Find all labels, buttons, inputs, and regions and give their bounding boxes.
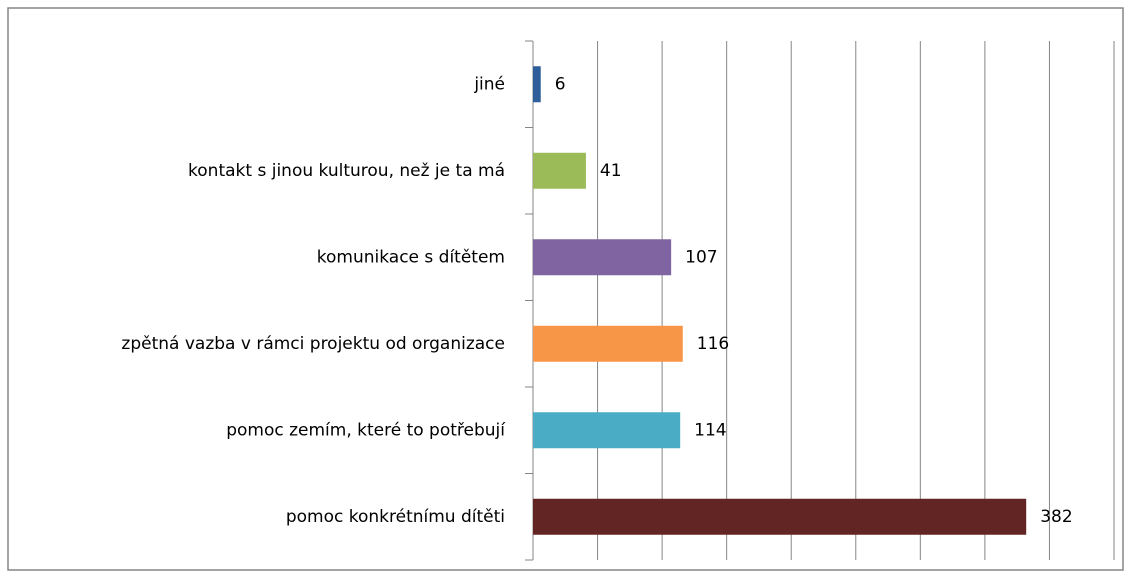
bar [533, 412, 681, 449]
bar [533, 239, 672, 276]
value-label: 107 [685, 247, 717, 267]
category-label: jiné [473, 74, 505, 94]
bar [533, 325, 683, 362]
bar [533, 498, 1027, 535]
chart-frame [7, 7, 1124, 571]
category-label: komunikace s dítětem [317, 247, 505, 267]
category-label: kontakt s jinou kulturou, než je ta má [188, 161, 505, 181]
bar [533, 66, 541, 103]
category-label: zpětná vazba v rámci projektu od organiz… [121, 334, 505, 354]
value-label: 6 [555, 74, 566, 94]
bar [533, 152, 586, 189]
category-label: pomoc zemím, které to potřebují [226, 420, 506, 440]
value-label: 41 [600, 161, 622, 181]
value-label: 382 [1040, 507, 1072, 527]
category-label: pomoc konkrétnímu dítěti [286, 507, 505, 527]
value-label: 116 [697, 334, 729, 354]
value-label: 114 [694, 420, 726, 440]
